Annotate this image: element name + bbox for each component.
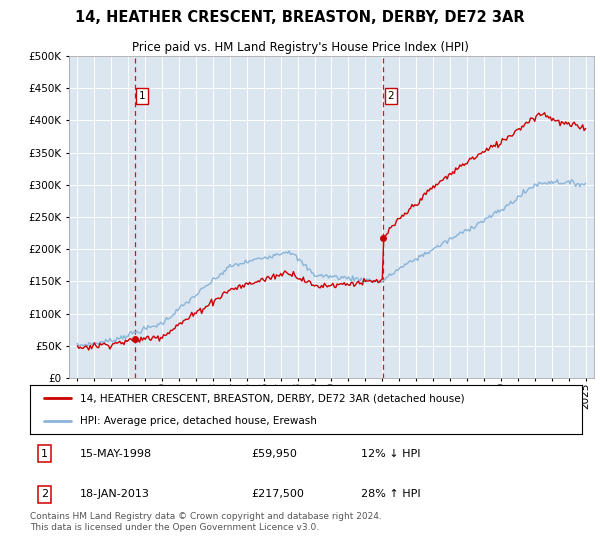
Text: 1: 1	[41, 449, 48, 459]
Text: £217,500: £217,500	[251, 489, 304, 499]
Text: 12% ↓ HPI: 12% ↓ HPI	[361, 449, 421, 459]
Text: 14, HEATHER CRESCENT, BREASTON, DERBY, DE72 3AR: 14, HEATHER CRESCENT, BREASTON, DERBY, D…	[75, 11, 525, 25]
Text: 28% ↑ HPI: 28% ↑ HPI	[361, 489, 421, 499]
Text: 1: 1	[139, 91, 145, 101]
Text: £59,950: £59,950	[251, 449, 296, 459]
Text: 2: 2	[41, 489, 48, 499]
Text: Price paid vs. HM Land Registry's House Price Index (HPI): Price paid vs. HM Land Registry's House …	[131, 41, 469, 54]
Text: Contains HM Land Registry data © Crown copyright and database right 2024.
This d: Contains HM Land Registry data © Crown c…	[30, 512, 382, 532]
Text: 14, HEATHER CRESCENT, BREASTON, DERBY, DE72 3AR (detached house): 14, HEATHER CRESCENT, BREASTON, DERBY, D…	[80, 393, 464, 403]
Text: 15-MAY-1998: 15-MAY-1998	[80, 449, 152, 459]
Text: 18-JAN-2013: 18-JAN-2013	[80, 489, 149, 499]
Text: HPI: Average price, detached house, Erewash: HPI: Average price, detached house, Erew…	[80, 416, 317, 426]
Text: 2: 2	[388, 91, 394, 101]
